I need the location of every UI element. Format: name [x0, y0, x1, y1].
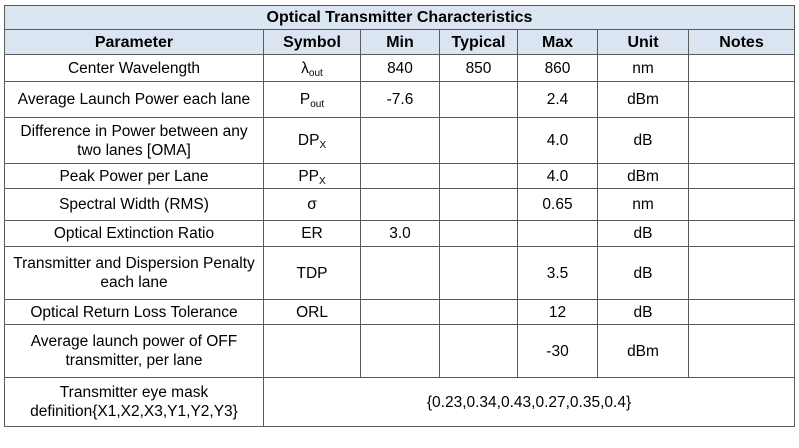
cell-typical	[439, 299, 518, 325]
cell-parameter: Peak Power per Lane	[4, 163, 264, 189]
cell-symbol: σ	[263, 188, 361, 221]
table-row: Average launch power of OFF transmitter,…	[4, 324, 795, 378]
cell-notes	[688, 54, 795, 82]
cell-symbol: ORL	[263, 299, 361, 325]
cell-unit: dB	[597, 220, 689, 247]
cell-max: 4.0	[517, 117, 598, 164]
cell-typical	[439, 163, 518, 189]
cell-notes	[688, 299, 795, 325]
eye-mask-value: {0.23,0.34,0.43,0.27,0.35,0.4}	[263, 377, 795, 427]
table-row: Difference in Power between any two lane…	[4, 117, 795, 164]
cell-min	[360, 299, 440, 325]
cell-parameter: Transmitter and Dispersion Penalty each …	[4, 246, 264, 300]
cell-typical	[439, 324, 518, 378]
cell-max: 2.4	[517, 81, 598, 118]
table-row: Optical Return Loss Tolerance ORL 12 dB	[4, 299, 795, 325]
cell-typical	[439, 117, 518, 164]
cell-min	[360, 246, 440, 300]
table-row: Peak Power per Lane PPX 4.0 dBm	[4, 163, 795, 189]
cell-max: -30	[517, 324, 598, 378]
cell-notes	[688, 117, 795, 164]
cell-notes	[688, 246, 795, 300]
header-symbol: Symbol	[263, 29, 361, 55]
table-row: Transmitter eye mask definition{X1,X2,X3…	[4, 377, 795, 427]
cell-symbol: DPX	[263, 117, 361, 164]
table-row: Transmitter and Dispersion Penalty each …	[4, 246, 795, 300]
cell-notes	[688, 324, 795, 378]
cell-max: 4.0	[517, 163, 598, 189]
cell-min: 840	[360, 54, 440, 82]
optical-transmitter-table: Optical Transmitter Characteristics Para…	[4, 5, 795, 427]
cell-max: 0.65	[517, 188, 598, 221]
table-title-row: Optical Transmitter Characteristics	[4, 5, 795, 30]
cell-notes	[688, 220, 795, 247]
cell-symbol: λout	[263, 54, 361, 82]
cell-symbol: ER	[263, 220, 361, 247]
cell-parameter: Difference in Power between any two lane…	[4, 117, 264, 164]
cell-symbol: Pout	[263, 81, 361, 118]
cell-unit: nm	[597, 188, 689, 221]
cell-unit: dB	[597, 117, 689, 164]
header-max: Max	[517, 29, 598, 55]
cell-unit: nm	[597, 54, 689, 82]
cell-parameter: Transmitter eye mask definition{X1,X2,X3…	[4, 377, 264, 427]
cell-min	[360, 188, 440, 221]
cell-parameter: Center Wavelength	[4, 54, 264, 82]
cell-unit: dBm	[597, 81, 689, 118]
cell-parameter: Average Launch Power each lane	[4, 81, 264, 118]
cell-unit: dB	[597, 299, 689, 325]
table-row: Average Launch Power each lane Pout -7.6…	[4, 81, 795, 118]
cell-unit: dBm	[597, 324, 689, 378]
table-row: Center Wavelength λout 840 850 860 nm	[4, 54, 795, 82]
cell-notes	[688, 188, 795, 221]
cell-max	[517, 220, 598, 247]
header-parameter: Parameter	[4, 29, 264, 55]
cell-min: 3.0	[360, 220, 440, 247]
cell-unit: dB	[597, 246, 689, 300]
cell-min	[360, 163, 440, 189]
cell-typical	[439, 220, 518, 247]
table-row: Optical Extinction Ratio ER 3.0 dB	[4, 220, 795, 247]
cell-typical	[439, 188, 518, 221]
cell-max: 860	[517, 54, 598, 82]
cell-min: -7.6	[360, 81, 440, 118]
cell-symbol	[263, 324, 361, 378]
header-typical: Typical	[439, 29, 518, 55]
cell-typical	[439, 246, 518, 300]
cell-max: 3.5	[517, 246, 598, 300]
cell-symbol: PPX	[263, 163, 361, 189]
cell-min	[360, 117, 440, 164]
table-title: Optical Transmitter Characteristics	[4, 5, 795, 30]
header-unit: Unit	[597, 29, 689, 55]
cell-min	[360, 324, 440, 378]
cell-symbol: TDP	[263, 246, 361, 300]
header-row: Parameter Symbol Min Typical Max Unit No…	[4, 29, 795, 55]
cell-parameter: Spectral Width (RMS)	[4, 188, 264, 221]
table-row: Spectral Width (RMS) σ 0.65 nm	[4, 188, 795, 221]
header-notes: Notes	[688, 29, 795, 55]
cell-parameter: Optical Extinction Ratio	[4, 220, 264, 247]
cell-max: 12	[517, 299, 598, 325]
header-min: Min	[360, 29, 440, 55]
cell-parameter: Optical Return Loss Tolerance	[4, 299, 264, 325]
cell-parameter: Average launch power of OFF transmitter,…	[4, 324, 264, 378]
cell-notes	[688, 163, 795, 189]
cell-typical: 850	[439, 54, 518, 82]
cell-unit: dBm	[597, 163, 689, 189]
cell-typical	[439, 81, 518, 118]
cell-notes	[688, 81, 795, 118]
